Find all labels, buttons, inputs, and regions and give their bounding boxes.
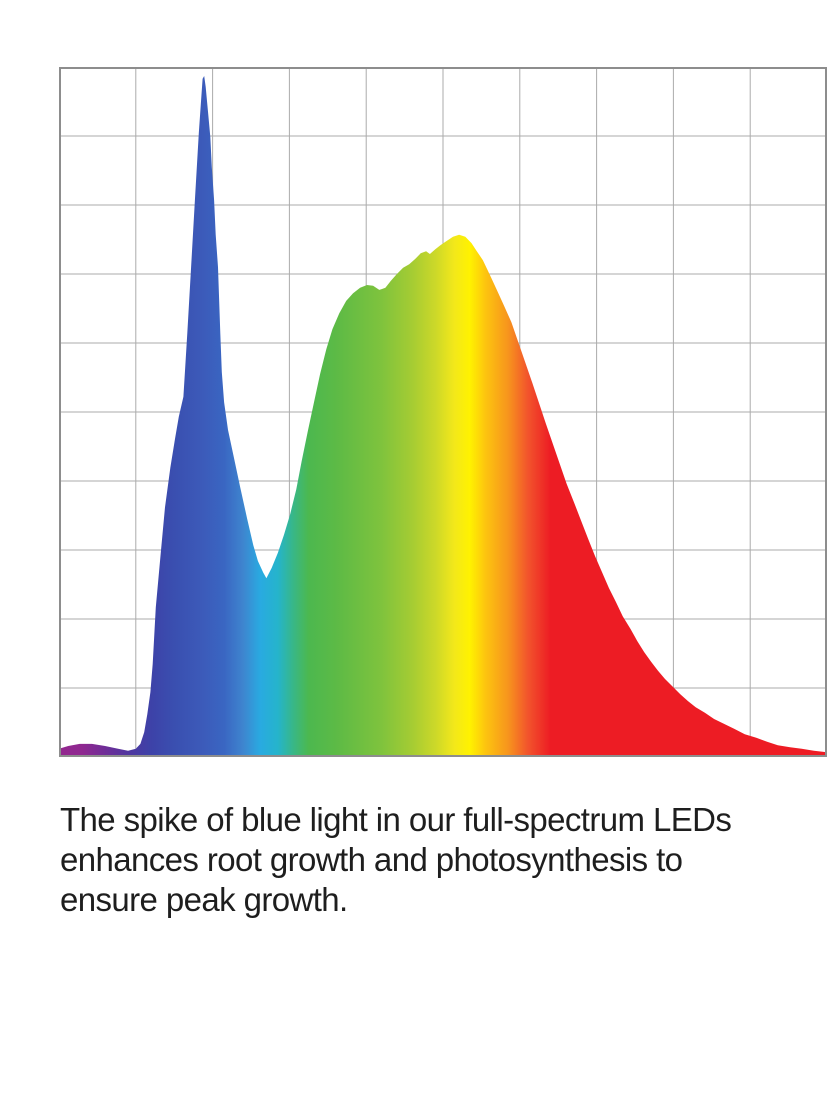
spectrum-chart: [59, 67, 827, 757]
spectrum-area: [59, 76, 827, 757]
caption-line-1: The spike of blue light in our full-spec…: [60, 801, 732, 838]
spectrum-svg: [59, 67, 827, 757]
caption-line-3: ensure peak growth.: [60, 881, 348, 918]
caption: The spike of blue light in our full-spec…: [60, 800, 820, 920]
caption-line-2: enhances root growth and photosynthesis …: [60, 841, 683, 878]
chart-border: [59, 67, 827, 757]
